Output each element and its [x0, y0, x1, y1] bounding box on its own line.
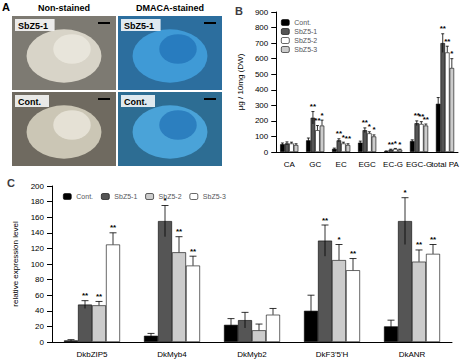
svg-text:CA: CA [284, 160, 296, 169]
svg-text:100: 100 [31, 260, 45, 269]
svg-text:relative expression level: relative expression level [11, 221, 20, 307]
svg-text:160: 160 [31, 213, 45, 222]
svg-text:SbZ5-2: SbZ5-2 [159, 193, 182, 200]
svg-text:GC: GC [309, 160, 321, 169]
svg-text:Non-stained: Non-stained [38, 3, 90, 13]
svg-text:**: ** [444, 37, 451, 46]
svg-text:C: C [7, 177, 15, 189]
svg-text:DkANR: DkANR [399, 350, 426, 359]
svg-text:Cont.: Cont. [76, 193, 93, 200]
svg-text:DMACA-stained: DMACA-stained [136, 3, 204, 13]
svg-text:*: * [368, 122, 372, 131]
svg-text:DkbZIP5: DkbZIP5 [76, 350, 108, 359]
svg-text:**: ** [96, 292, 103, 301]
svg-text:*: * [394, 139, 398, 148]
svg-text:SbZ5-3: SbZ5-3 [294, 46, 317, 53]
svg-text:200: 200 [31, 182, 45, 191]
svg-text:Cont.: Cont. [18, 97, 41, 107]
svg-text:*: * [450, 49, 454, 58]
svg-text:SbZ5-1: SbZ5-1 [124, 21, 154, 31]
svg-text:40: 40 [35, 306, 44, 315]
svg-text:**: ** [322, 216, 329, 225]
svg-text:140: 140 [31, 228, 45, 237]
svg-text:DkMyb4: DkMyb4 [157, 350, 187, 359]
svg-text:SbZ5-1: SbZ5-1 [114, 193, 137, 200]
svg-text:Cont.: Cont. [124, 97, 147, 107]
svg-text:B: B [235, 5, 243, 17]
svg-text:**: ** [423, 115, 430, 124]
svg-text:0: 0 [264, 148, 269, 157]
svg-text:μg / 10mg (DW): μg / 10mg (DW) [236, 53, 245, 110]
svg-text:20: 20 [35, 322, 44, 331]
svg-text:**: ** [176, 227, 183, 236]
svg-text:500: 500 [255, 70, 269, 79]
svg-text:**: ** [310, 102, 317, 111]
svg-text:EC: EC [336, 160, 347, 169]
svg-text:*: * [403, 188, 407, 197]
svg-text:*: * [398, 140, 402, 149]
svg-text:300: 300 [255, 101, 269, 110]
svg-text:total PA: total PA [431, 160, 459, 169]
svg-text:**: ** [416, 240, 423, 249]
svg-text:**: ** [440, 24, 447, 33]
svg-text:**: ** [190, 247, 197, 256]
svg-text:180: 180 [31, 197, 45, 206]
svg-text:SbZ5-1: SbZ5-1 [294, 28, 317, 35]
svg-text:400: 400 [255, 85, 269, 94]
svg-text:SbZ5-2: SbZ5-2 [294, 37, 317, 44]
svg-text:SbZ5-3: SbZ5-3 [203, 193, 226, 200]
svg-text:80: 80 [35, 275, 44, 284]
svg-text:*: * [337, 235, 341, 244]
svg-text:120: 120 [31, 244, 45, 253]
svg-text:DkF3'5'H: DkF3'5'H [316, 350, 349, 359]
svg-text:**: ** [430, 235, 437, 244]
svg-text:800: 800 [255, 23, 269, 32]
svg-text:700: 700 [255, 39, 269, 48]
svg-text:SbZ5-1: SbZ5-1 [18, 21, 48, 31]
svg-text:A: A [2, 1, 10, 13]
svg-text:**: ** [110, 223, 117, 232]
svg-text:EGC: EGC [358, 160, 376, 169]
svg-text:600: 600 [255, 54, 269, 63]
svg-text:0: 0 [40, 338, 45, 347]
svg-text:100: 100 [255, 132, 269, 141]
svg-text:**: ** [82, 291, 89, 300]
svg-text:*: * [320, 111, 324, 120]
svg-text:**: ** [345, 134, 352, 143]
svg-text:*: * [372, 125, 376, 134]
svg-text:EGC-G: EGC-G [406, 160, 432, 169]
svg-text:200: 200 [255, 116, 269, 125]
svg-text:900: 900 [255, 8, 269, 17]
svg-text:Cont.: Cont. [294, 19, 311, 26]
svg-text:EC-G: EC-G [383, 160, 403, 169]
svg-text:DkMyb2: DkMyb2 [237, 350, 267, 359]
svg-text:60: 60 [35, 291, 44, 300]
svg-text:**: ** [350, 249, 357, 258]
